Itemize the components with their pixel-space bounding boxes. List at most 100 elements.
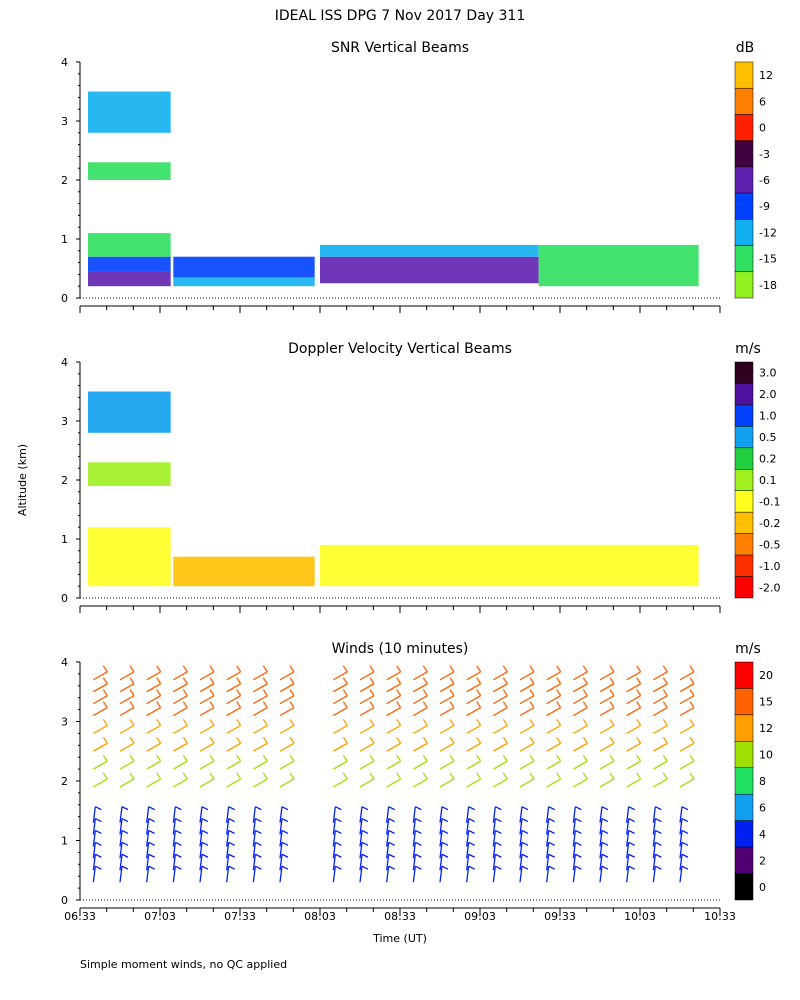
wind-barb-flag <box>156 701 162 708</box>
wind-barb <box>546 683 561 693</box>
wind-barb <box>626 706 641 717</box>
y-tick-label: 4 <box>61 56 68 69</box>
wind-barb <box>199 742 215 752</box>
wind-barb <box>652 866 656 883</box>
wind-barb-flag <box>681 829 689 835</box>
wind-barb-flag <box>449 754 455 762</box>
wind-barb-flag <box>388 817 395 823</box>
wind-barb-flag <box>655 853 662 858</box>
wind-barb-flag <box>369 736 375 744</box>
wind-barb <box>386 830 390 847</box>
colorbar-swatch <box>734 576 754 599</box>
wind-barb-flag <box>102 754 108 762</box>
wind-barb-flag <box>262 754 268 762</box>
wind-barb-flag <box>289 677 295 685</box>
wind-barb-flag <box>415 853 422 858</box>
wind-barb-flag <box>609 689 615 697</box>
wind-barb <box>413 695 428 705</box>
wind-barb-flag <box>369 665 375 673</box>
wind-barb-flag <box>449 736 455 744</box>
wind-barb-flag <box>689 736 695 744</box>
wind-barb-flag <box>228 841 235 846</box>
wind-barb-flag <box>681 817 689 823</box>
wind-barb-flag <box>556 772 562 780</box>
wind-barb-flag <box>156 772 162 780</box>
wind-barb-flag <box>681 865 689 870</box>
wind-barb <box>119 778 135 788</box>
colorbar-label: 15 <box>759 696 773 709</box>
wind-barb <box>519 842 523 859</box>
wind-barb <box>359 695 375 705</box>
wind-barb-flag <box>529 665 535 673</box>
wind-barb <box>599 842 603 859</box>
wind-barb <box>359 683 375 693</box>
wind-barb-flag <box>628 806 635 811</box>
wind-barb-flag <box>201 829 209 835</box>
wind-barb-flag <box>175 829 182 835</box>
wind-barb <box>573 706 588 717</box>
wind-barb <box>252 866 256 883</box>
wind-barb <box>146 806 150 823</box>
wind-barb <box>599 706 615 717</box>
wind-barb <box>333 760 348 770</box>
wind-barb-flag <box>121 829 129 835</box>
wind-barb-flag <box>689 665 695 673</box>
wind-barb <box>439 842 443 859</box>
snr-y-axis: 0 1 2 3 4 <box>61 56 81 305</box>
wind-barb <box>653 683 668 693</box>
wind-barb-flag <box>148 806 155 811</box>
wind-barb <box>199 695 215 705</box>
wind-barb <box>679 806 683 823</box>
wind-barb <box>173 671 188 681</box>
wind-barb <box>253 760 268 770</box>
wind-barb <box>359 742 375 752</box>
snr-region <box>320 244 539 257</box>
colorbar-label: 20 <box>759 669 773 682</box>
wind-barb-flag <box>148 865 155 870</box>
wind-barb-flag <box>582 772 588 780</box>
wind-barb-flag <box>582 701 588 708</box>
wind-barb-flag <box>255 841 262 846</box>
colorbar-label: 0.1 <box>759 474 777 487</box>
wind-barb <box>333 706 348 717</box>
wind-barb-flag <box>342 689 348 697</box>
wind-barb <box>199 830 203 847</box>
wind-barb <box>412 866 416 883</box>
wind-barb <box>412 806 416 823</box>
wind-barb <box>359 806 363 823</box>
wind-barb-flag <box>556 665 562 673</box>
wind-barb <box>119 671 135 681</box>
y-tick-label: 3 <box>61 415 68 428</box>
wind-barb-flag <box>201 841 209 846</box>
doppler-colorbar-unit: m/s <box>735 341 761 357</box>
wind-barb-flag <box>129 677 135 685</box>
wind-barb <box>519 706 535 717</box>
y-tick-label: 3 <box>61 115 68 128</box>
wind-barb-flag <box>255 853 262 858</box>
wind-barb-flag <box>262 736 268 744</box>
wind-barb <box>439 695 455 705</box>
wind-barb-flag <box>582 677 588 685</box>
wind-barb <box>173 683 188 693</box>
wind-barb <box>519 671 535 681</box>
wind-barb-flag <box>121 865 129 870</box>
wind-barb-flag <box>182 665 188 673</box>
wind-barb <box>386 742 401 752</box>
wind-barb-flag <box>281 829 289 835</box>
wind-barb-flag <box>262 719 268 726</box>
wind-barb <box>279 724 295 734</box>
wind-barb <box>253 671 268 681</box>
wind-barb <box>439 778 455 788</box>
wind-barb-flag <box>636 701 642 708</box>
colorbar-swatch <box>734 87 754 115</box>
wind-barb <box>412 818 416 835</box>
wind-barb-flag <box>655 829 662 835</box>
wind-barb <box>413 760 428 770</box>
wind-barb <box>199 818 203 835</box>
colorbar-swatch <box>734 490 754 513</box>
wind-barb <box>146 830 150 847</box>
wind-barb-flag <box>175 841 182 846</box>
wind-barb <box>679 760 695 770</box>
wind-barb-flag <box>548 817 555 823</box>
wind-barb <box>386 778 401 788</box>
